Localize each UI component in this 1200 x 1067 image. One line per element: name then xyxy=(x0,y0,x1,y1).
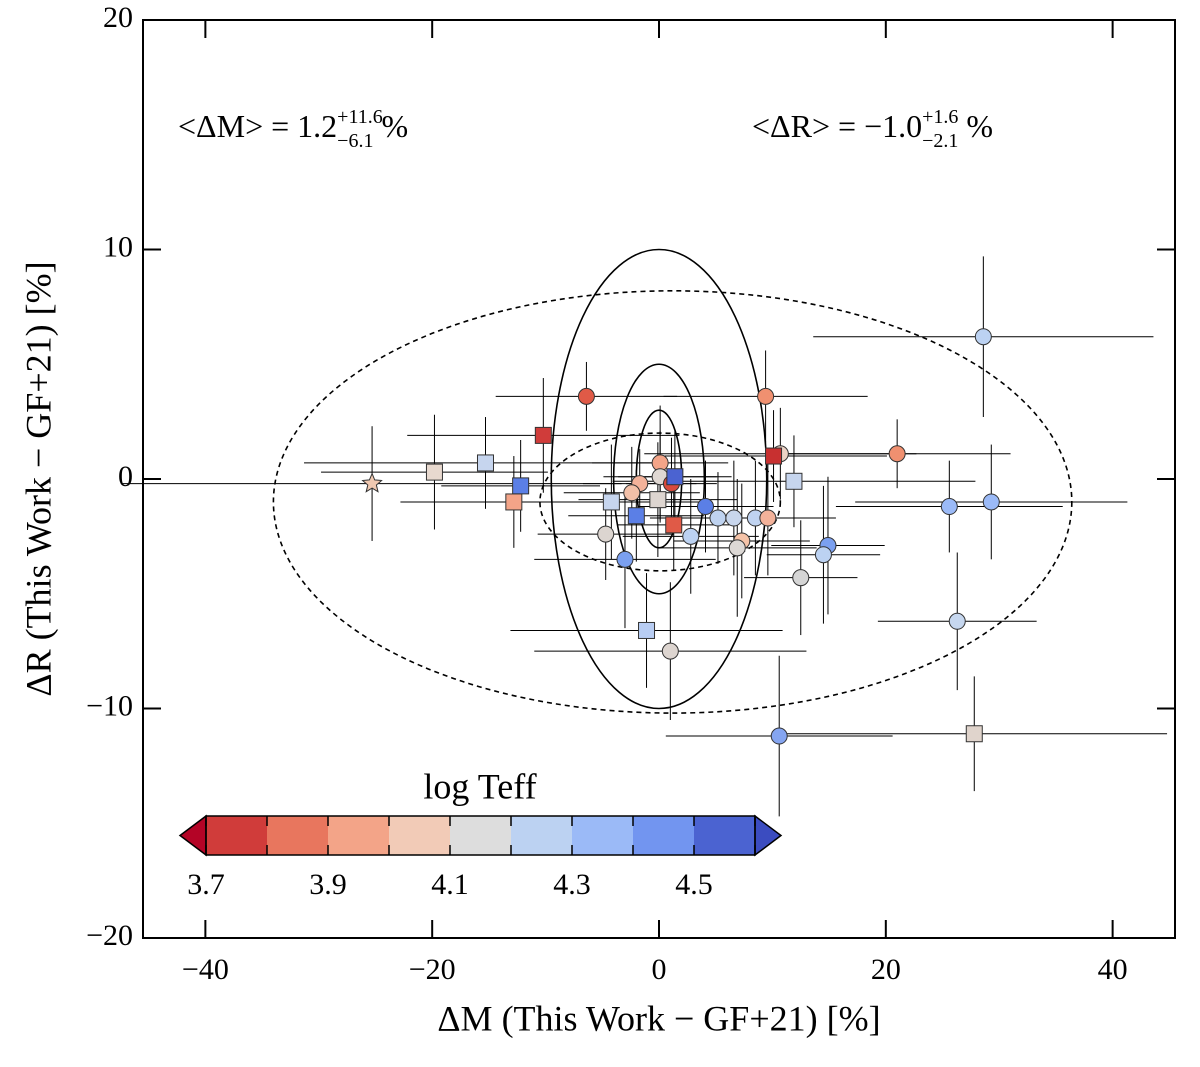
point xyxy=(888,445,906,463)
point xyxy=(728,539,746,557)
annotation-main: <ΔM> = 1.2 xyxy=(178,108,337,144)
colorbar-title: log Teff xyxy=(423,766,536,806)
colorbar-tick-label: 3.7 xyxy=(187,868,225,901)
y-tick-label: 10 xyxy=(103,230,133,263)
point xyxy=(757,387,775,405)
point xyxy=(982,493,1000,511)
y-tick-label: 20 xyxy=(103,1,133,34)
colorbar-segment xyxy=(450,816,511,855)
colorbar-frame xyxy=(205,815,756,856)
x-tick-label: −40 xyxy=(182,953,229,986)
point xyxy=(765,447,783,465)
annotation-unit: % xyxy=(381,108,408,144)
point xyxy=(627,507,645,525)
point xyxy=(759,509,777,527)
colorbar-tick-label: 4.3 xyxy=(553,868,591,901)
point xyxy=(638,621,656,639)
point xyxy=(623,484,641,502)
colorbar-segment xyxy=(267,816,328,855)
colorbar-extend xyxy=(754,814,783,857)
point xyxy=(665,516,683,534)
point xyxy=(974,328,992,346)
colorbar-segment xyxy=(633,816,694,855)
colorbar-extend xyxy=(178,814,207,857)
point xyxy=(505,493,523,511)
ellipse xyxy=(612,363,706,595)
annotation-sup: +1.6 xyxy=(922,106,958,128)
annotation-main: <ΔR> = −1.0 xyxy=(752,108,922,144)
point xyxy=(649,491,667,509)
point xyxy=(577,387,595,405)
annotation-unit: % xyxy=(966,108,993,144)
annotation: <ΔM> = 1.2+11.6 −6.1% xyxy=(178,106,408,152)
point xyxy=(940,498,958,516)
point xyxy=(361,472,383,493)
colorbar-segment xyxy=(328,816,389,855)
colorbar-tick-label: 4.5 xyxy=(675,868,713,901)
ellipse xyxy=(550,248,768,710)
point xyxy=(425,463,443,481)
x-axis-label: ΔM (This Work − GF+21) [%] xyxy=(437,998,880,1038)
y-axis-label: ΔR (This Work − GF+21) [%] xyxy=(18,261,58,696)
x-tick-label: 0 xyxy=(652,953,667,986)
colorbar-tick-label: 3.9 xyxy=(309,868,347,901)
y-tick-label: −10 xyxy=(86,689,133,722)
x-tick-label: 40 xyxy=(1098,953,1128,986)
colorbar-segment xyxy=(694,816,755,855)
point xyxy=(792,569,810,587)
annotation-sub: −6.1 xyxy=(337,130,373,152)
colorbar-segment xyxy=(572,816,633,855)
y-tick-label: 0 xyxy=(118,460,133,493)
colorbar-segment xyxy=(206,816,267,855)
annotation-sub: −2.1 xyxy=(922,130,958,152)
point xyxy=(785,472,803,490)
colorbar-tick-label: 4.1 xyxy=(431,868,469,901)
point xyxy=(666,468,684,486)
colorbar: 3.7 3.9 4.1 4.3 4.5 xyxy=(178,814,783,901)
point xyxy=(814,546,832,564)
point xyxy=(597,525,615,543)
point xyxy=(476,454,494,472)
point xyxy=(661,642,679,660)
colorbar-segment xyxy=(389,816,450,855)
point xyxy=(696,498,714,516)
point xyxy=(709,509,727,527)
annotation: <ΔR> = −1.0+1.6 −2.1% xyxy=(752,106,993,152)
colorbar-segment xyxy=(511,816,572,855)
point xyxy=(534,426,552,444)
point xyxy=(512,477,530,495)
point xyxy=(770,727,788,745)
point xyxy=(965,725,983,743)
point xyxy=(948,612,966,630)
point xyxy=(602,493,620,511)
point xyxy=(616,550,634,568)
y-tick-label: −20 xyxy=(86,919,133,952)
x-tick-label: 20 xyxy=(871,953,901,986)
x-tick-label: −20 xyxy=(409,953,456,986)
annotation-sup: +11.6 xyxy=(337,106,383,128)
point xyxy=(725,509,743,527)
points xyxy=(361,328,1000,745)
point xyxy=(682,527,700,545)
